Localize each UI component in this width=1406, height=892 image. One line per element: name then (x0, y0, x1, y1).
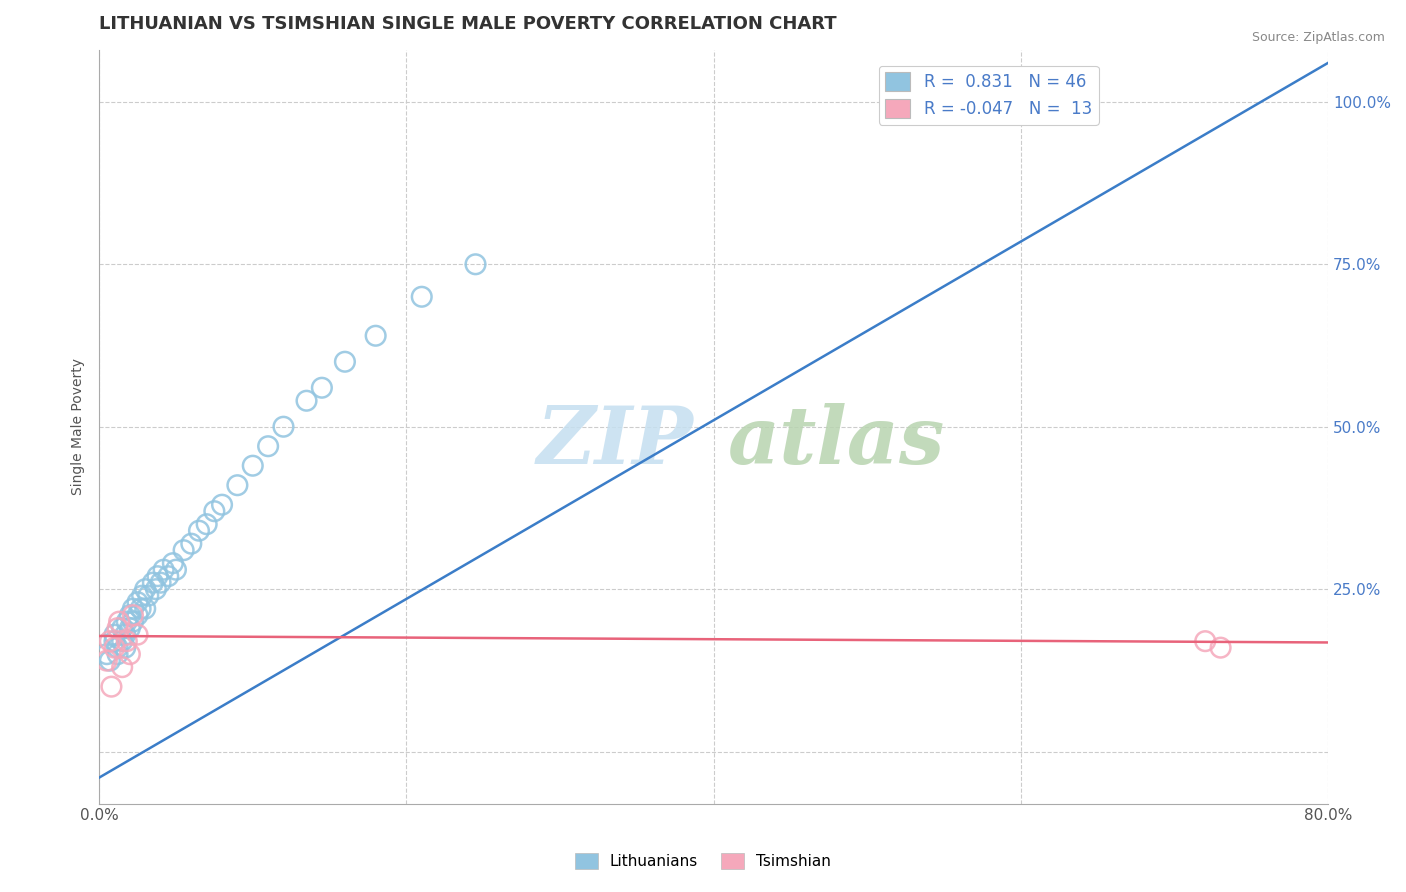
Point (273, 419, 295, 434)
Point (118, 621, 141, 635)
Point (152, 563, 174, 577)
Point (142, 575, 165, 590)
Point (108, 615, 131, 629)
Text: LITHUANIAN VS TSIMSHIAN SINGLE MALE POVERTY CORRELATION CHART: LITHUANIAN VS TSIMSHIAN SINGLE MALE POVE… (100, 15, 837, 33)
Point (107, 640, 129, 655)
Legend: R =  0.831   N = 46, R = -0.047   N =  13: R = 0.831 N = 46, R = -0.047 N = 13 (879, 66, 1098, 125)
Point (242, 458, 264, 473)
Point (122, 601, 145, 615)
Point (1194, 634, 1216, 648)
Point (127, 608, 149, 623)
Point (107, 647, 129, 661)
Point (1209, 640, 1232, 655)
Point (364, 328, 387, 343)
Point (145, 582, 167, 597)
Point (114, 640, 136, 655)
Point (111, 634, 134, 648)
Point (122, 608, 145, 623)
Point (127, 595, 149, 609)
Point (134, 601, 156, 615)
Point (118, 647, 141, 661)
Point (173, 543, 195, 558)
Point (146, 569, 169, 583)
Point (333, 355, 356, 369)
Point (118, 608, 141, 623)
Point (157, 569, 180, 583)
Point (131, 589, 153, 603)
Point (98, 634, 121, 648)
Y-axis label: Single Male Poverty: Single Male Poverty (72, 359, 86, 495)
Point (127, 628, 149, 642)
Point (188, 524, 211, 538)
Point (103, 634, 125, 648)
Point (162, 556, 184, 570)
Point (114, 628, 136, 642)
Point (96, 654, 118, 668)
Point (107, 621, 129, 635)
Point (464, 257, 486, 271)
Point (257, 439, 280, 453)
Point (134, 582, 156, 597)
Point (311, 381, 333, 395)
Point (115, 615, 138, 629)
Point (226, 478, 249, 492)
Point (100, 680, 122, 694)
Point (411, 290, 433, 304)
Point (115, 634, 138, 648)
Point (211, 498, 233, 512)
Point (165, 563, 187, 577)
Legend: Lithuanians, Tsimshian: Lithuanians, Tsimshian (569, 847, 837, 875)
Text: atlas: atlas (728, 403, 945, 481)
Point (103, 640, 125, 655)
Point (98, 654, 121, 668)
Point (96, 647, 118, 661)
Point (136, 589, 159, 603)
Point (202, 504, 225, 518)
Text: Source: ZipAtlas.com: Source: ZipAtlas.com (1251, 31, 1385, 45)
Point (122, 615, 145, 629)
Point (129, 601, 152, 615)
Point (111, 660, 134, 674)
Point (111, 621, 134, 635)
Point (195, 517, 218, 532)
Point (295, 393, 318, 408)
Point (149, 575, 172, 590)
Point (103, 628, 125, 642)
Point (180, 537, 202, 551)
Text: ZIP: ZIP (537, 403, 693, 481)
